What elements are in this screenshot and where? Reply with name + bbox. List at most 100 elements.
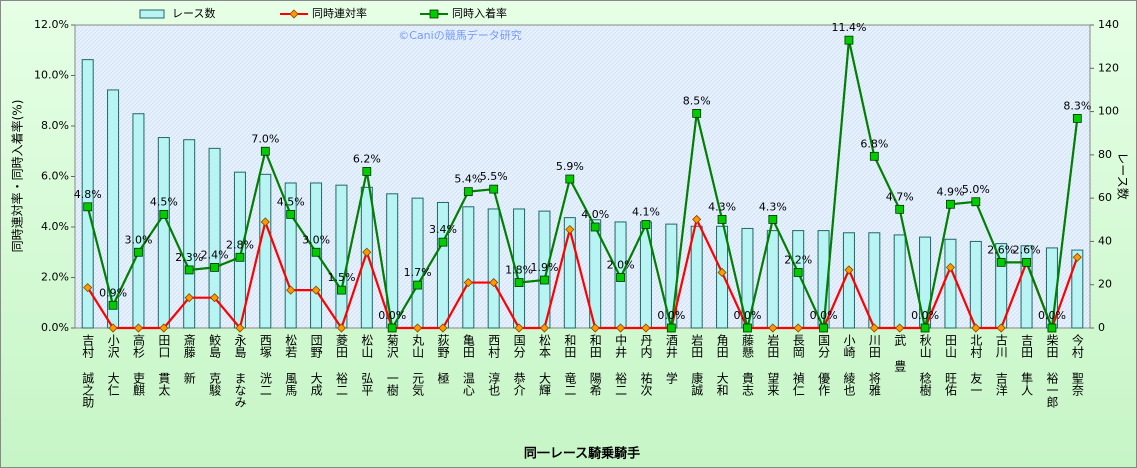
data-label: 8.5%: [683, 94, 711, 107]
x-tick-label: 菊沢 一樹: [385, 334, 399, 396]
marker: [514, 323, 524, 333]
data-label: 4.9%: [936, 185, 964, 198]
y2-tick-label: 120: [1098, 61, 1119, 74]
marker: [666, 323, 676, 333]
marker: [438, 237, 448, 247]
data-label: 6.8%: [860, 137, 888, 150]
data-label: 4.7%: [886, 190, 914, 203]
marker: [489, 184, 499, 194]
data-label: 8.3%: [1063, 99, 1091, 112]
x-tick-label: 斎藤 新: [182, 333, 196, 384]
x-tick-label: 西村 淳也: [487, 334, 501, 396]
data-label: 3.4%: [429, 223, 457, 236]
x-axis-title: 同一レース騎乗騎手: [524, 446, 640, 462]
y2-tick-label: 40: [1098, 234, 1112, 247]
x-tick-label: 今村 聖奈: [1070, 333, 1084, 396]
marker: [286, 285, 296, 295]
marker: [83, 283, 93, 293]
marker: [717, 215, 727, 224]
bar: [766, 230, 779, 329]
bar: [284, 182, 297, 329]
data-label: 5.5%: [480, 170, 508, 183]
watermark: ©Caniの競馬データ研究: [398, 28, 521, 42]
marker: [971, 197, 981, 207]
marker: [717, 267, 727, 278]
bar: [436, 201, 449, 329]
y2-tick-label: 60: [1098, 191, 1112, 204]
x-tick-label: 武 豊: [893, 334, 907, 372]
bar: [1071, 249, 1084, 329]
y-tick-label: 2.0%: [41, 271, 69, 284]
data-label: 5.4%: [454, 173, 482, 186]
data-label: 0.0%: [378, 309, 406, 322]
marker: [260, 146, 270, 156]
marker: [362, 247, 372, 257]
marker: [692, 214, 702, 224]
marker: [793, 323, 803, 333]
bar: [259, 173, 272, 329]
marker: [134, 247, 143, 257]
data-label: 0.0%: [733, 309, 761, 322]
legend-label: 同時入着率: [452, 6, 507, 20]
x-tick-label: 丹内 祐次: [639, 334, 653, 397]
data-label: 0.0%: [911, 309, 939, 322]
marker: [641, 323, 651, 333]
data-label: 4.1%: [632, 205, 660, 218]
x-tick-label: 吉村 誠之助: [81, 334, 95, 408]
x-tick-label: 秋山 稔樹: [918, 334, 932, 396]
x-tick-label: 小崎 綾也: [842, 334, 856, 396]
bar: [487, 208, 500, 329]
marker: [336, 323, 347, 333]
y-tick-label: 10.0%: [34, 69, 69, 82]
x-tick-label: 田口 貫太: [157, 334, 171, 396]
bar: [132, 113, 145, 329]
bar: [868, 232, 881, 329]
marker: [539, 323, 550, 333]
marker: [387, 323, 397, 333]
x-tick-label: 岩田 康誠: [690, 333, 704, 397]
bar: [563, 217, 576, 329]
marker: [996, 257, 1006, 267]
x-tick-label: 古川 吉洋: [994, 333, 1008, 396]
marker: [159, 323, 169, 333]
y-tick-label: 8.0%: [41, 119, 69, 132]
y-tick-label: 0.0%: [41, 321, 69, 334]
marker: [996, 323, 1006, 333]
x-tick-label: 団野 大成: [309, 334, 323, 397]
x-tick-label: 国分 優作: [817, 334, 831, 396]
data-label: 1.9%: [530, 261, 558, 274]
x-tick-label: 荻野 極: [436, 334, 450, 384]
data-label: 2.3%: [175, 251, 203, 264]
marker: [819, 323, 828, 333]
marker: [289, 9, 299, 19]
marker: [1047, 323, 1057, 333]
data-label: 5.0%: [962, 183, 990, 196]
x-tick-label: 西塚 洸二: [258, 334, 272, 396]
marker: [540, 275, 549, 285]
marker: [159, 209, 169, 219]
y2-axis-title: レース数: [1116, 152, 1131, 199]
legend-swatch: [139, 9, 165, 19]
marker: [616, 273, 625, 282]
marker: [235, 252, 245, 262]
marker: [1072, 114, 1082, 123]
marker: [286, 209, 296, 219]
y2-tick-label: 20: [1098, 278, 1112, 291]
marker: [260, 217, 270, 227]
bar: [690, 225, 703, 329]
marker: [83, 202, 93, 212]
marker: [590, 222, 600, 232]
data-label: 4.5%: [150, 195, 178, 208]
marker: [235, 323, 245, 333]
bar: [716, 225, 729, 329]
marker: [108, 300, 118, 310]
x-tick-label: 酒井 学: [664, 334, 678, 384]
y-tick-label: 12.0%: [34, 18, 69, 31]
x-tick-label: 松本 大輝: [537, 334, 551, 396]
marker: [133, 323, 144, 333]
y-tick-label: 4.0%: [41, 220, 69, 233]
bar: [157, 137, 170, 329]
bar: [360, 186, 373, 329]
marker: [768, 215, 778, 224]
bar: [1020, 245, 1033, 329]
